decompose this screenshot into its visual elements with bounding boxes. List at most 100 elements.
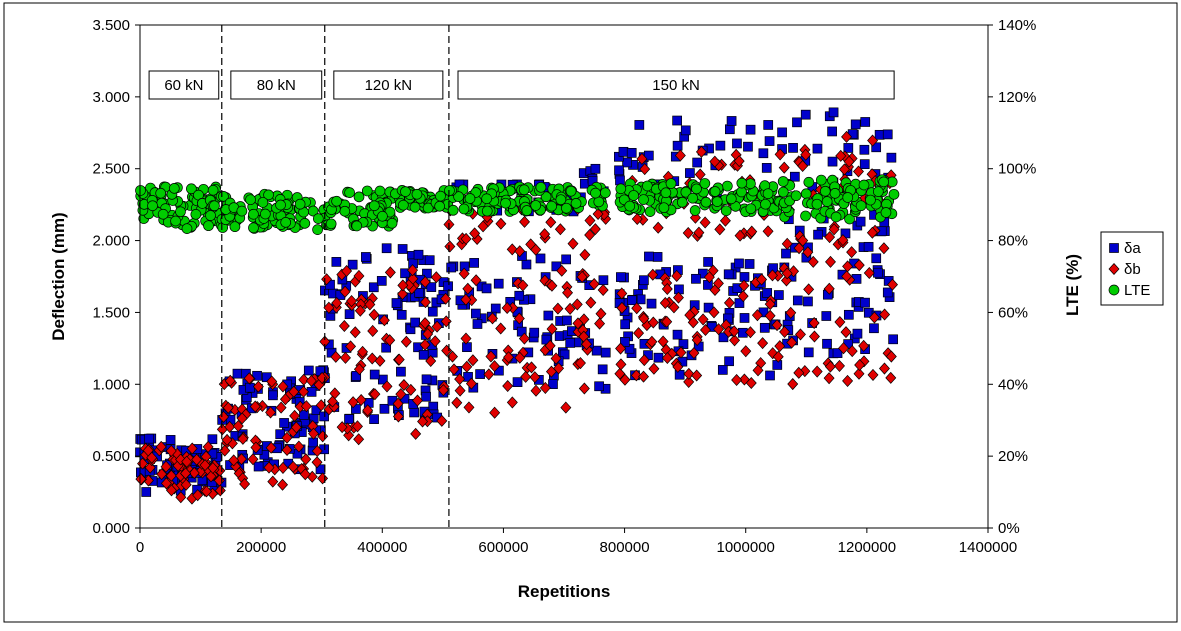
data-point xyxy=(201,485,213,498)
data-point xyxy=(738,279,750,292)
data-point xyxy=(207,434,218,445)
data-point xyxy=(855,200,867,212)
data-point xyxy=(788,143,798,153)
data-point xyxy=(367,324,379,337)
data-point xyxy=(725,124,735,135)
data-point xyxy=(699,323,711,337)
y-tick-label: 0.000 xyxy=(92,520,130,537)
data-point xyxy=(180,478,192,491)
data-point xyxy=(745,203,757,215)
y2-tick-label: 40% xyxy=(998,376,1028,393)
data-point xyxy=(789,171,800,182)
data-point xyxy=(852,328,863,339)
data-point xyxy=(190,208,202,220)
data-point xyxy=(357,345,369,358)
data-point xyxy=(866,226,878,239)
series-δb xyxy=(135,130,898,505)
legend-entry: δb xyxy=(1124,261,1141,278)
data-point xyxy=(426,282,437,292)
data-point xyxy=(155,440,167,453)
data-point xyxy=(615,342,627,355)
data-point xyxy=(882,287,893,298)
data-point xyxy=(202,440,214,453)
data-point xyxy=(353,433,365,446)
data-point xyxy=(665,178,677,189)
x-tick-label: 1000000 xyxy=(717,539,775,556)
data-point xyxy=(232,368,243,379)
data-point xyxy=(674,149,686,162)
data-point xyxy=(614,165,624,176)
data-point xyxy=(396,366,406,377)
data-point xyxy=(395,388,407,401)
data-point xyxy=(660,187,672,199)
data-point xyxy=(552,302,564,315)
data-point xyxy=(398,199,409,211)
data-point xyxy=(461,360,473,373)
data-point xyxy=(711,196,723,207)
data-point xyxy=(888,188,900,200)
data-point xyxy=(460,232,472,245)
data-point xyxy=(676,196,688,208)
data-point xyxy=(868,311,880,324)
data-point xyxy=(165,435,176,445)
data-point xyxy=(674,369,685,380)
data-point xyxy=(409,201,421,213)
data-point xyxy=(502,379,514,393)
data-point xyxy=(299,218,311,229)
data-point xyxy=(237,432,249,445)
data-point xyxy=(135,185,146,196)
data-point xyxy=(759,322,770,333)
y2-tick-label: 0% xyxy=(998,520,1020,537)
data-point xyxy=(712,277,724,290)
data-point xyxy=(564,302,576,315)
data-point xyxy=(562,315,572,326)
data-point xyxy=(267,475,279,488)
data-point xyxy=(858,339,870,352)
data-point xyxy=(485,350,497,363)
data-point xyxy=(878,176,890,188)
data-point xyxy=(446,262,457,273)
data-point xyxy=(368,282,379,293)
data-point xyxy=(734,229,746,242)
y2-tick-label: 120% xyxy=(998,89,1036,106)
data-point xyxy=(407,264,419,277)
data-point xyxy=(539,228,551,241)
data-point xyxy=(431,320,443,333)
data-point xyxy=(451,396,463,409)
data-point xyxy=(298,373,310,386)
data-point xyxy=(400,335,412,348)
data-point xyxy=(243,372,255,385)
data-point xyxy=(443,281,453,292)
data-point xyxy=(792,117,802,128)
data-point xyxy=(644,251,654,262)
data-point xyxy=(465,377,477,390)
data-point xyxy=(764,298,776,311)
data-point xyxy=(565,185,577,197)
data-point xyxy=(635,294,646,305)
data-point xyxy=(249,400,261,413)
data-point xyxy=(481,193,493,205)
data-point xyxy=(561,254,571,265)
data-point xyxy=(639,275,649,286)
data-point xyxy=(530,243,542,256)
data-point xyxy=(410,317,421,328)
x-axis-title: Repetitions xyxy=(518,582,611,601)
data-point xyxy=(280,217,292,228)
data-point xyxy=(878,362,890,375)
data-point xyxy=(885,371,897,384)
data-point xyxy=(634,120,645,130)
data-point xyxy=(181,455,193,468)
data-point xyxy=(419,338,431,351)
data-point xyxy=(521,205,533,216)
data-point xyxy=(661,315,673,328)
data-point xyxy=(691,369,703,382)
y-tick-label: 2.000 xyxy=(92,233,130,250)
legend-marker xyxy=(1108,262,1120,276)
data-point xyxy=(880,207,892,218)
data-point xyxy=(647,268,659,281)
phase-labels: 60 kN 80 kN 120 kN 150 kN xyxy=(148,70,895,100)
data-point xyxy=(339,285,351,298)
data-point xyxy=(279,393,291,406)
markers-layer xyxy=(135,107,900,505)
